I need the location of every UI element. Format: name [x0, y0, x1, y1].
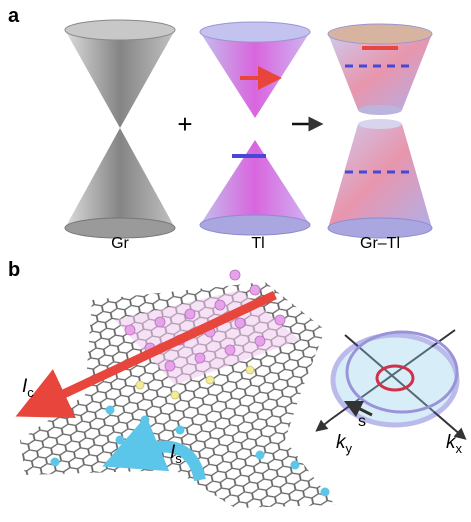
subscript: s [175, 451, 182, 466]
ky-label: ky [336, 432, 353, 456]
gr-tl-cone [327, 23, 433, 239]
plus-sign: + [177, 109, 192, 139]
spin-label: s [358, 413, 366, 430]
tl-crystal [115, 269, 300, 400]
spin-current-arrow [102, 415, 206, 482]
symbol: I [170, 442, 176, 463]
charge-current-label: Ic [22, 376, 34, 400]
cone-label: Gr–Tl [360, 235, 400, 252]
charge-current-arrow [15, 290, 277, 419]
subscript: y [346, 441, 353, 456]
spin-texture [315, 329, 467, 440]
tl-cone [199, 21, 311, 236]
symbol: I [22, 376, 28, 397]
panel-label: b [8, 259, 20, 281]
symbol: k [446, 432, 457, 453]
graphene-cone [64, 19, 176, 239]
symbol: k [336, 432, 347, 453]
cone-label: Gr [111, 235, 129, 252]
cone-label: Tl [251, 235, 264, 252]
subscript: x [456, 441, 463, 456]
subscript: c [27, 385, 34, 400]
panel-label: a [8, 5, 20, 27]
spin-current-label: Is [170, 442, 182, 466]
kx-label: kx [446, 432, 463, 456]
